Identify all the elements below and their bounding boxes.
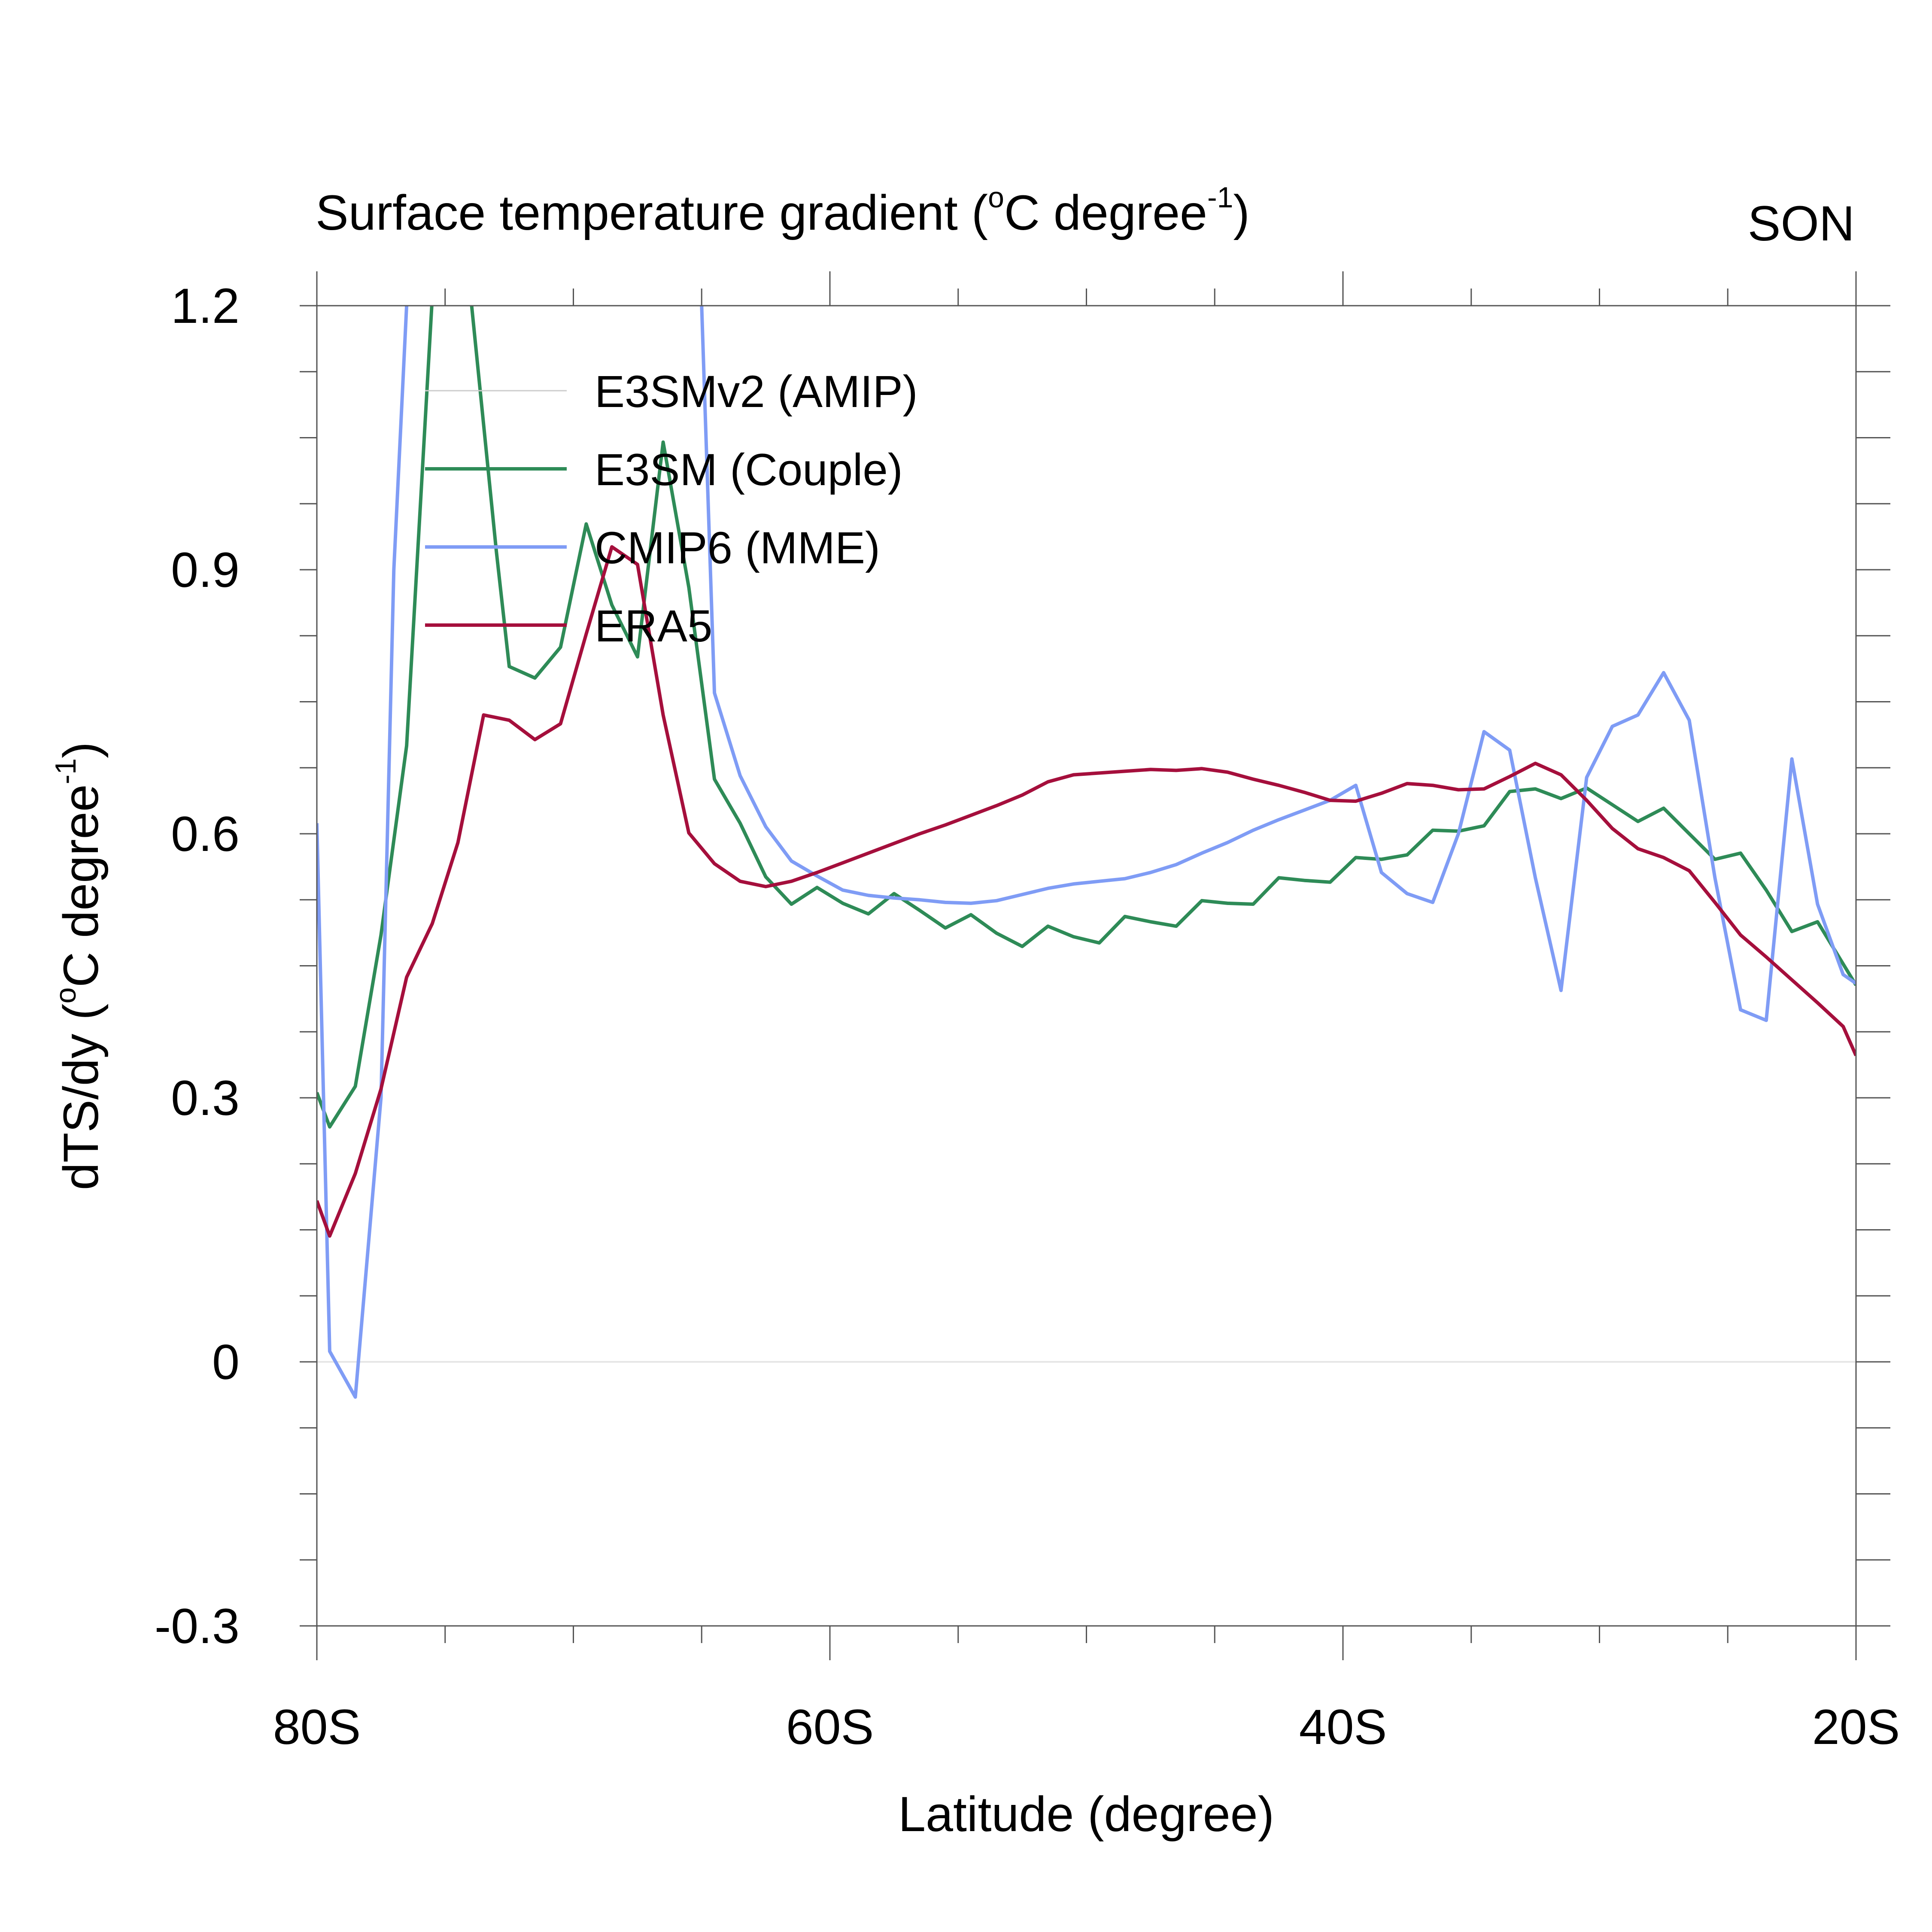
y-tick-label: 0 <box>212 1335 240 1390</box>
x-tick-label: 40S <box>1299 1700 1387 1755</box>
x-axis-title: Latitude (degree) <box>898 1787 1274 1842</box>
ticks-group <box>300 271 1890 1660</box>
x-tick-label: 20S <box>1812 1700 1900 1755</box>
plot-area <box>300 271 1890 1660</box>
y-tick-label: -0.3 <box>155 1599 240 1654</box>
x-tick-label: 60S <box>786 1700 874 1755</box>
y-axis-title: dTS/dy (oC degree-1) <box>49 742 109 1190</box>
series-line-cmip6-mme <box>317 306 1856 1399</box>
legend: E3SMv2 (AMIP) E3SM (Couple) CMIP6 (MME) ERA… <box>425 367 918 651</box>
series-line-era5 <box>317 545 1856 1238</box>
chart-title: Surface temperature gradient (oC degree-… <box>316 181 1250 240</box>
y-tick-label: 1.2 <box>171 279 240 334</box>
legend-label-e3smv2-amip: E3SMv2 (AMIP) <box>595 367 918 417</box>
series-line-e3sm-couple <box>317 306 1856 1129</box>
legend-label-era5: ERA5 <box>595 601 712 651</box>
y-tick-label: 0.9 <box>171 543 240 598</box>
y-tick-label: 0.3 <box>171 1071 240 1126</box>
series-group <box>317 306 1856 1399</box>
y-tick-label: 0.6 <box>171 807 240 862</box>
season-label: SON <box>1748 196 1855 251</box>
x-tick-label: 80S <box>273 1700 361 1755</box>
legend-label-e3sm-couple: E3SM (Couple) <box>595 445 903 495</box>
legend-label-cmip6-mme: CMIP6 (MME) <box>595 523 880 573</box>
